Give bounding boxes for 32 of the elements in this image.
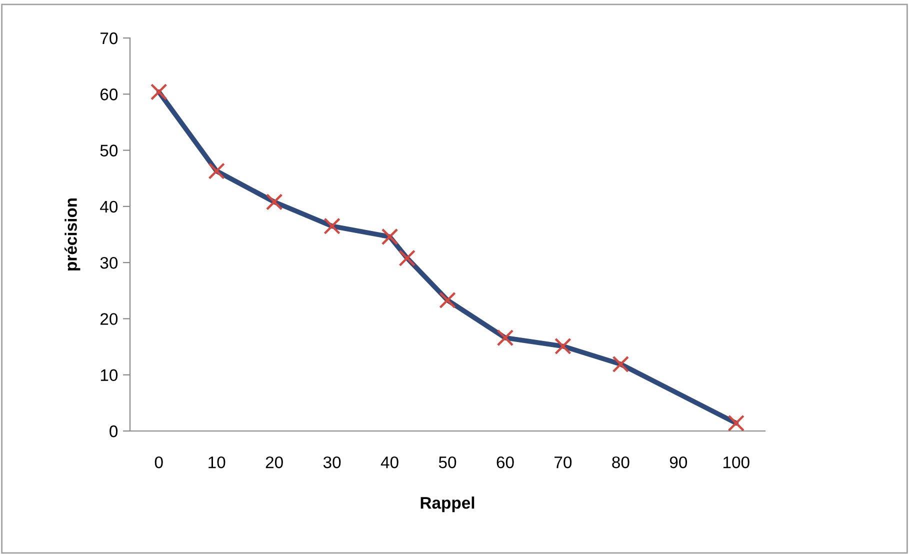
x-tick-label: 30 [323, 456, 341, 468]
point [324, 218, 340, 234]
point [398, 250, 416, 266]
x-tick-label: 20 [266, 456, 283, 468]
y-tick-label: 60 [100, 88, 118, 100]
x-tick-label: 70 [554, 456, 572, 468]
x-tick-label: 40 [380, 456, 398, 468]
x-tick-label: 60 [496, 456, 514, 468]
x-tick-label: 100 [724, 456, 750, 468]
y-tick-label: 20 [100, 313, 118, 325]
point [728, 414, 745, 431]
y-tick-label: 70 [100, 32, 118, 44]
y-tick-label: 30 [100, 256, 118, 269]
point [150, 84, 168, 100]
y-tick-label: 10 [100, 369, 118, 382]
y-tick-label: 50 [100, 144, 118, 156]
x-tick-label: 0 [154, 456, 163, 468]
x-tick-label: 90 [670, 456, 688, 468]
point [496, 329, 514, 346]
y-tick-label: 40 [100, 200, 118, 213]
x-axis-title: Rappel [420, 496, 474, 512]
y-tick-label: 0 [110, 425, 118, 438]
point [554, 338, 572, 355]
point [381, 228, 398, 246]
y-axis-title: précision [64, 198, 80, 270]
x-tick-label: 50 [438, 456, 456, 468]
x-tick-label: 80 [612, 456, 630, 468]
point [439, 292, 456, 309]
point [208, 162, 225, 180]
point [266, 194, 283, 210]
point [612, 356, 630, 373]
x-tick-label: 10 [208, 456, 226, 468]
